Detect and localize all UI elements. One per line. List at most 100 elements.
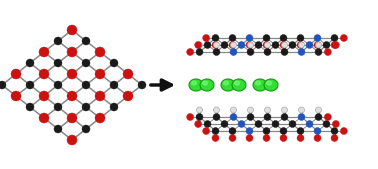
Ellipse shape [221, 79, 235, 91]
Circle shape [67, 69, 77, 79]
Circle shape [229, 135, 236, 141]
Circle shape [197, 42, 203, 48]
Circle shape [67, 91, 77, 101]
Circle shape [264, 114, 271, 120]
Circle shape [212, 127, 219, 135]
Circle shape [95, 91, 105, 101]
Circle shape [331, 34, 338, 42]
Ellipse shape [203, 81, 208, 85]
Circle shape [297, 127, 304, 135]
Circle shape [39, 91, 49, 101]
Circle shape [265, 42, 271, 48]
Circle shape [39, 69, 49, 79]
Circle shape [187, 114, 194, 120]
Ellipse shape [192, 81, 197, 85]
Circle shape [221, 42, 228, 49]
Circle shape [332, 42, 339, 49]
Circle shape [297, 34, 304, 42]
Circle shape [203, 34, 210, 42]
Ellipse shape [234, 81, 240, 85]
Circle shape [54, 103, 62, 111]
Ellipse shape [200, 79, 214, 91]
Circle shape [289, 42, 296, 49]
Circle shape [316, 107, 322, 113]
Circle shape [230, 114, 237, 120]
Circle shape [26, 81, 34, 89]
Circle shape [197, 107, 203, 113]
Circle shape [195, 42, 201, 49]
Circle shape [187, 49, 194, 55]
Circle shape [246, 42, 253, 49]
Circle shape [67, 135, 77, 145]
Circle shape [110, 81, 118, 89]
Circle shape [331, 42, 338, 49]
Circle shape [281, 114, 288, 120]
Circle shape [54, 125, 62, 133]
Circle shape [282, 107, 288, 113]
Circle shape [340, 34, 347, 42]
Circle shape [265, 107, 271, 113]
Ellipse shape [256, 81, 260, 85]
Circle shape [229, 34, 236, 42]
Circle shape [324, 114, 332, 120]
Circle shape [315, 49, 322, 55]
Circle shape [314, 127, 321, 135]
Circle shape [316, 42, 322, 48]
Circle shape [26, 103, 34, 111]
Circle shape [203, 127, 210, 135]
Circle shape [280, 135, 287, 141]
Circle shape [95, 69, 105, 79]
Circle shape [314, 135, 321, 141]
Circle shape [214, 107, 220, 113]
Circle shape [11, 91, 21, 101]
Circle shape [246, 127, 253, 135]
Circle shape [110, 103, 118, 111]
Ellipse shape [232, 79, 246, 91]
Circle shape [82, 103, 90, 111]
Circle shape [323, 42, 330, 49]
Circle shape [212, 135, 219, 141]
Circle shape [315, 114, 322, 120]
Circle shape [247, 49, 254, 55]
Circle shape [0, 81, 6, 89]
Circle shape [324, 49, 332, 55]
Circle shape [280, 127, 287, 135]
Ellipse shape [223, 81, 228, 85]
Circle shape [246, 34, 253, 42]
Circle shape [67, 25, 77, 35]
Circle shape [229, 127, 236, 135]
Circle shape [95, 47, 105, 57]
Circle shape [263, 127, 270, 135]
Circle shape [248, 107, 254, 113]
Circle shape [213, 49, 220, 55]
Circle shape [231, 107, 237, 113]
Circle shape [67, 113, 77, 123]
Circle shape [247, 114, 254, 120]
Circle shape [263, 34, 270, 42]
Circle shape [54, 37, 62, 45]
Circle shape [238, 42, 245, 49]
Circle shape [213, 114, 220, 120]
Circle shape [280, 34, 287, 42]
Circle shape [54, 81, 62, 89]
Circle shape [332, 120, 339, 127]
Circle shape [26, 59, 34, 67]
Circle shape [306, 120, 313, 127]
Circle shape [123, 69, 133, 79]
Circle shape [95, 113, 105, 123]
Circle shape [110, 59, 118, 67]
Circle shape [67, 47, 77, 57]
Circle shape [272, 42, 279, 49]
Circle shape [212, 42, 219, 49]
Circle shape [204, 42, 211, 49]
Circle shape [196, 114, 203, 120]
Circle shape [331, 127, 338, 135]
Ellipse shape [264, 79, 278, 91]
Circle shape [82, 59, 90, 67]
Circle shape [229, 42, 236, 49]
Circle shape [212, 34, 219, 42]
Circle shape [246, 135, 253, 141]
Circle shape [39, 47, 49, 57]
Circle shape [263, 135, 270, 141]
Circle shape [299, 107, 305, 113]
